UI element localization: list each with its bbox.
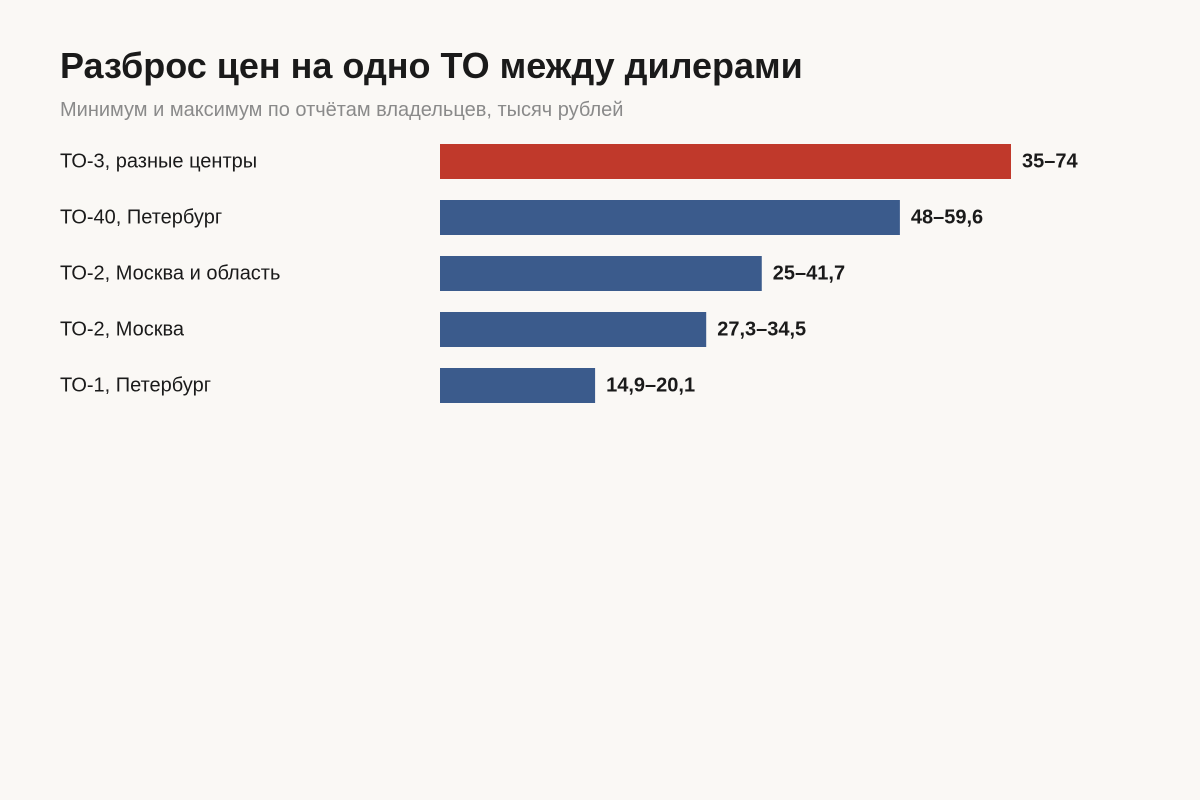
bar (440, 368, 596, 403)
bar (440, 200, 900, 235)
category-label: ТО-2, Москва и область (60, 263, 280, 285)
chart-title: Разброс цен на одно ТО между дилерами (60, 45, 803, 86)
value-label: 48–59,6 (911, 207, 983, 229)
category-label: ТО-2, Москва (60, 319, 185, 341)
value-label: 35–74 (1022, 151, 1078, 173)
value-label: 27,3–34,5 (717, 319, 806, 341)
value-label: 25–41,7 (773, 263, 845, 285)
bar (440, 256, 762, 291)
value-label: 14,9–20,1 (606, 375, 695, 397)
bar (440, 144, 1011, 179)
category-label: ТО-40, Петербург (60, 207, 222, 229)
category-label: ТО-3, разные центры (60, 151, 257, 173)
chart-subtitle: Минимум и максимум по отчётам владельцев… (60, 99, 624, 121)
category-label: ТО-1, Петербург (60, 375, 211, 397)
bar (440, 312, 707, 347)
